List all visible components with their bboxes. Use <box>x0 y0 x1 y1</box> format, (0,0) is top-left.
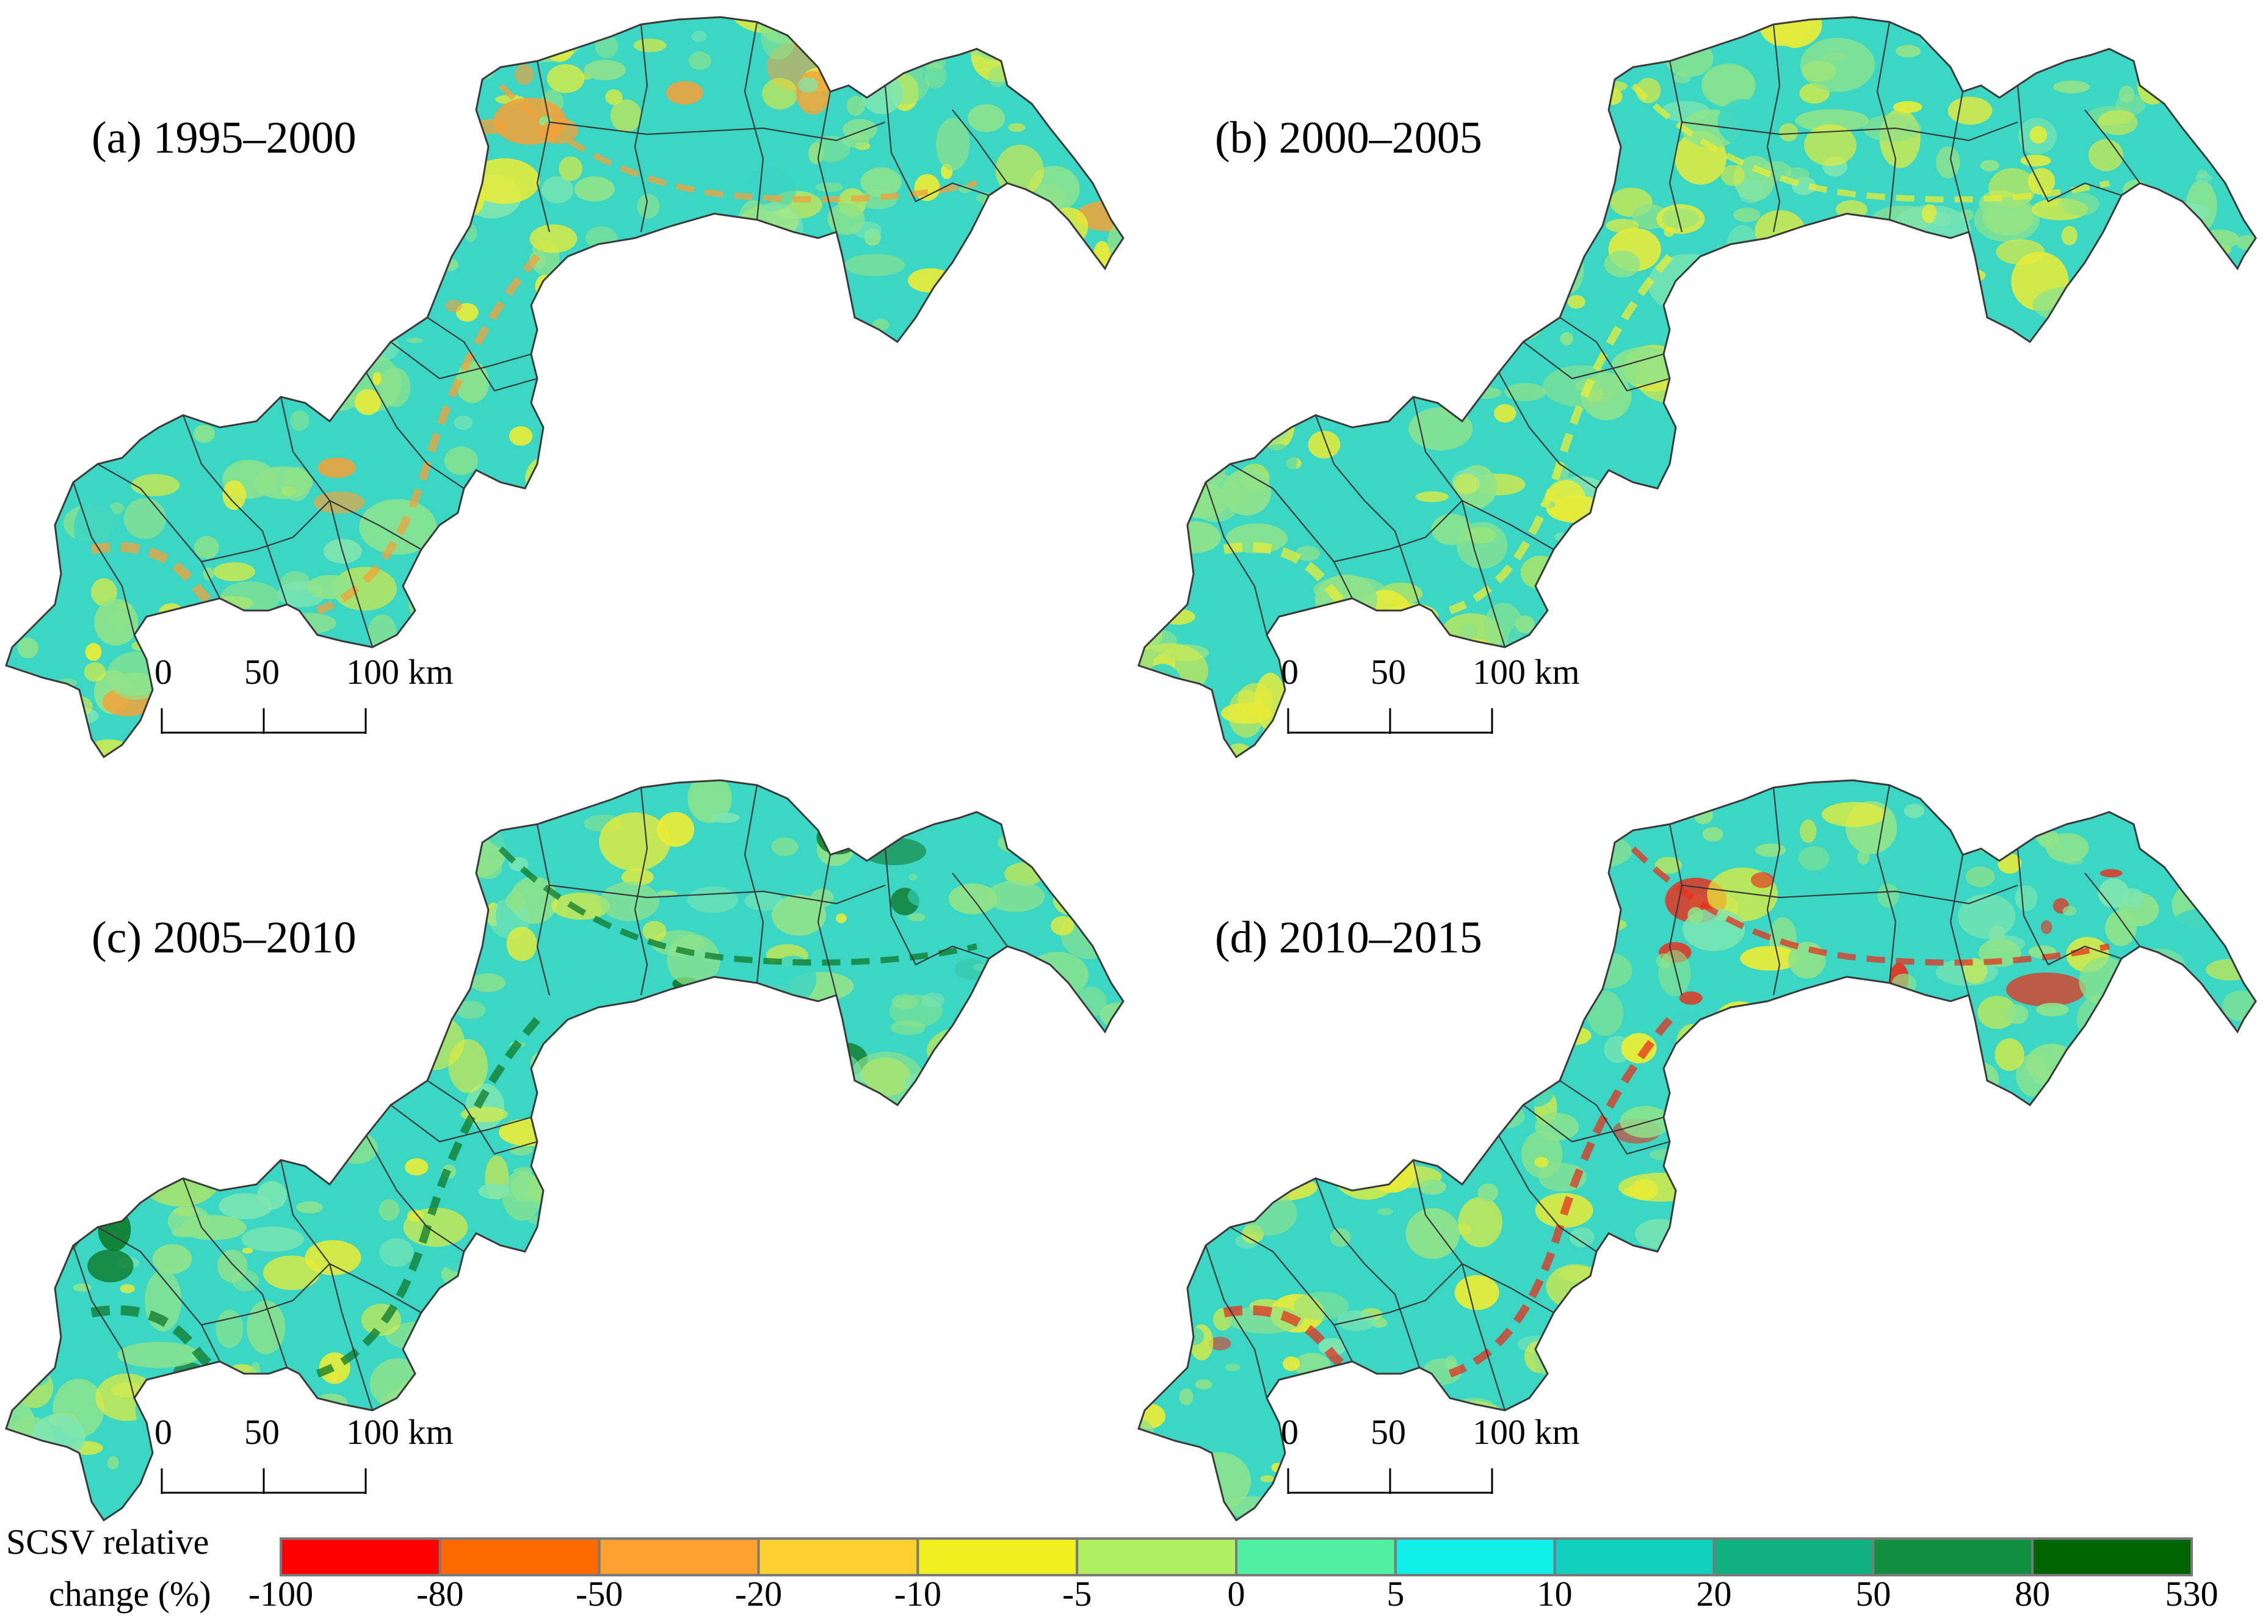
scale-bar-b: 0 50 100 km <box>1281 652 1580 734</box>
legend-swatch-0 <box>280 1537 441 1576</box>
scale-tick-0: 0 <box>154 652 172 692</box>
panel-label-c: (c) 2005–2010 <box>92 913 357 963</box>
legend-break-8: 10 <box>1537 1574 1573 1614</box>
scale-tick-1: 50 <box>1371 1412 1406 1452</box>
scale-bar-c: 0 50 100 km <box>154 1412 454 1494</box>
scale-tick-2: 100 km <box>1473 652 1580 692</box>
legend-swatch-9 <box>1712 1537 1875 1576</box>
scale-tick-0: 0 <box>1281 652 1299 692</box>
legend-swatch-5 <box>1076 1537 1237 1576</box>
legend-swatch-7 <box>1394 1537 1556 1576</box>
scale-tick-2: 100 km <box>346 1412 454 1452</box>
scale-bar-d: 0 50 100 km <box>1281 1412 1580 1494</box>
legend-break-1: -80 <box>416 1574 463 1614</box>
legend-break-4: -10 <box>894 1574 941 1614</box>
legend-title-line1: SCSV relative <box>6 1522 209 1562</box>
legend-swatch-11 <box>2031 1537 2194 1576</box>
scale-bar-a: 0 50 100 km <box>154 652 454 734</box>
scale-tick-1: 50 <box>244 652 280 692</box>
panel-label-d: (d) 2010–2015 <box>1215 913 1482 963</box>
legend-break-12: 530 <box>2165 1574 2219 1614</box>
county-boundaries-d <box>1137 779 2257 1521</box>
scale-tick-2: 100 km <box>1473 1412 1580 1452</box>
map-panel-c <box>5 779 1125 1521</box>
legend-break-3: -20 <box>735 1574 782 1614</box>
legend-break-2: -50 <box>576 1574 623 1614</box>
legend-title-line2: change (%) <box>49 1574 211 1614</box>
legend-swatch-4 <box>916 1537 1079 1576</box>
county-boundaries-b <box>1137 16 2257 758</box>
panel-label-a: (a) 1995–2000 <box>92 113 357 163</box>
county-boundaries-a <box>5 16 1125 758</box>
legend-break-6: 0 <box>1228 1574 1245 1614</box>
scale-tick-1: 50 <box>1371 652 1406 692</box>
panel-label-b: (b) 2000–2005 <box>1215 113 1482 163</box>
legend-swatch-10 <box>1872 1537 2034 1576</box>
legend-swatch-1 <box>438 1537 601 1576</box>
legend-break-5: -5 <box>1062 1574 1092 1614</box>
legend-break-11: 80 <box>2015 1574 2050 1614</box>
legend-swatch-3 <box>757 1537 919 1576</box>
scale-tick-0: 0 <box>1281 1412 1299 1452</box>
legend-break-7: 5 <box>1386 1574 1404 1614</box>
legend-break-0: -100 <box>248 1574 313 1614</box>
scale-tick-1: 50 <box>244 1412 280 1452</box>
county-boundaries-c <box>5 779 1125 1521</box>
legend-swatch-6 <box>1235 1537 1397 1576</box>
legend-break-9: 20 <box>1697 1574 1732 1614</box>
legend-break-10: 50 <box>1855 1574 1891 1614</box>
scale-tick-2: 100 km <box>346 652 454 692</box>
legend-swatch-2 <box>598 1537 760 1576</box>
legend-swatch-8 <box>1553 1537 1715 1576</box>
scale-tick-0: 0 <box>154 1412 172 1452</box>
